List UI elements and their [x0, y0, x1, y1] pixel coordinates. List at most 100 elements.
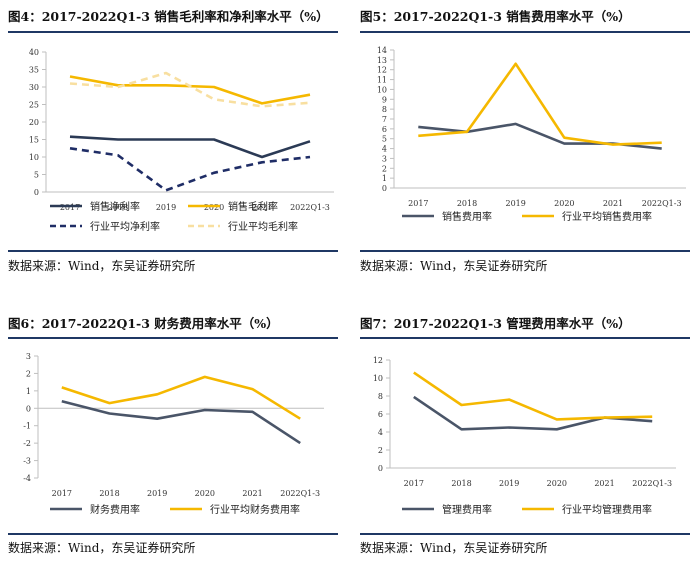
y-tick-label: 7 [382, 115, 387, 124]
y-tick-label: 1 [382, 174, 387, 183]
x-tick-label: 2022Q1-3 [642, 199, 682, 208]
series-line-2 [418, 62, 662, 146]
series-line-4 [69, 71, 311, 108]
series-line-2 [61, 375, 301, 420]
x-tick-label: 2018 [451, 479, 471, 488]
y-tick-label: 12 [377, 66, 387, 75]
x-tick-label: 2019 [147, 489, 167, 498]
x-tick-label: 2021 [603, 199, 623, 208]
y-tick-label: 3 [382, 154, 387, 163]
legend-label: 行业平均财务费用率 [210, 503, 300, 516]
x-tick-label: 2021 [594, 479, 614, 488]
x-tick-label: 2017 [404, 479, 424, 488]
series-line-1 [61, 400, 301, 445]
y-tick-label: 2 [26, 369, 31, 378]
figure-6-title: 图6：2017-2022Q1-3 财务费用率水平（%） [8, 316, 279, 331]
y-tick-label: 30 [29, 83, 39, 92]
x-tick-label: 2020 [195, 489, 215, 498]
figure-4-source: 数据来源：Wind，东吴证券研究所 [8, 259, 196, 273]
series-line-1 [413, 395, 653, 431]
y-tick-label: 0 [26, 404, 31, 413]
y-tick-label: 10 [377, 85, 387, 94]
x-tick-label: 2020 [204, 203, 224, 212]
y-tick-label: 5 [382, 135, 387, 144]
y-tick-label: 2 [382, 164, 387, 173]
y-tick-label: 0 [382, 184, 387, 193]
figure-7-title: 图7：2017-2022Q1-3 管理费用率水平（%） [360, 316, 631, 331]
series-line-3 [69, 147, 311, 192]
x-tick-label: 2020 [554, 199, 574, 208]
series-line-2 [413, 371, 653, 421]
series-line-1 [69, 135, 311, 159]
y-tick-label: 5 [34, 171, 39, 180]
figure-4-panel: 图4：2017-2022Q1-3 销售毛利率和净利率水平（%） 0 5 10 15 20… [8, 6, 344, 276]
legend-label: 行业平均销售费用率 [562, 210, 652, 223]
x-tick-label: 2018 [457, 199, 477, 208]
legend-label: 销售毛利率 [228, 200, 278, 213]
y-tick-label: 6 [382, 125, 387, 134]
x-tick-label: 2022Q1-3 [632, 479, 672, 488]
figure-4-title: 图4：2017-2022Q1-3 销售毛利率和净利率水平（%） [8, 9, 329, 24]
x-tick-label: 2019 [156, 203, 176, 212]
x-tick-label: 2022Q1-3 [280, 489, 320, 498]
figure-7-bottom-rule [360, 533, 690, 535]
figure-7-panel: 图7：2017-2022Q1-3 管理费用率水平（%） 0 2 4 6 8 10 12 201… [360, 313, 696, 563]
x-tick-label: 2020 [547, 479, 567, 488]
figure-7-source: 数据来源：Wind，东吴证券研究所 [360, 541, 548, 555]
x-tick-label: 2019 [499, 479, 519, 488]
y-tick-label: 10 [373, 374, 383, 383]
legend-label: 销售净利率 [90, 200, 140, 213]
figure-5-source: 数据来源：Wind，东吴证券研究所 [360, 259, 548, 273]
x-tick-label: 2018 [108, 203, 128, 212]
y-tick-label: 0 [378, 464, 383, 473]
figure-4-bottom-rule [8, 250, 338, 252]
x-tick-label: 2018 [99, 489, 119, 498]
x-tick-label: 2017 [60, 203, 80, 212]
y-tick-label: 25 [29, 101, 39, 110]
y-tick-label: -3 [23, 457, 31, 466]
y-tick-label: 8 [378, 392, 383, 401]
figure-6-panel: 图6：2017-2022Q1-3 财务费用率水平（%） -4 -3 -2 -1 0 1 2 3… [8, 313, 344, 563]
y-tick-label: 40 [29, 48, 39, 57]
y-tick-label: 1 [26, 387, 31, 396]
figure-6-chart: -4 -3 -2 -1 0 1 2 3 2017 2018 2019 2020 2021 2022Q1-3… [23, 352, 324, 516]
y-tick-label: 4 [382, 145, 387, 154]
x-tick-label: 2021 [252, 203, 272, 212]
y-tick-label: 8 [382, 105, 387, 114]
y-tick-label: 2 [378, 446, 383, 455]
legend-label: 行业平均毛利率 [228, 220, 298, 233]
figure-5-title: 图5：2017-2022Q1-3 销售费用率水平（%） [360, 9, 631, 24]
figure-6-rule [8, 337, 338, 339]
figure-4-chart: 0 5 10 15 20 25 30 35 40 2017 2018 2019 2020 2021 2022… [29, 48, 334, 233]
legend-label: 行业平均净利率 [90, 220, 160, 233]
x-tick-label: 2019 [505, 199, 525, 208]
figure-7-chart: 0 2 4 6 8 10 12 2017 2018 2019 2020 2021 2022Q1-3 管理费… [373, 356, 676, 516]
figure-5-bottom-rule [360, 250, 690, 252]
y-tick-label: 35 [29, 66, 39, 75]
y-tick-label: 11 [377, 76, 387, 85]
y-tick-label: 14 [377, 46, 387, 55]
y-tick-label: 0 [34, 188, 39, 197]
figure-6-source: 数据来源：Wind，东吴证券研究所 [8, 541, 196, 555]
y-tick-label: 10 [29, 153, 39, 162]
legend-label: 行业平均管理费用率 [562, 503, 652, 516]
y-tick-label: 15 [29, 136, 39, 145]
figure-5-rule [360, 31, 690, 33]
series-line-2 [69, 75, 311, 105]
y-tick-label: 20 [29, 118, 39, 127]
x-tick-label: 2017 [408, 199, 428, 208]
y-tick-label: 6 [378, 410, 383, 419]
y-tick-label: 4 [378, 428, 383, 437]
y-tick-label: 12 [373, 356, 383, 365]
y-tick-label: -1 [23, 422, 31, 431]
figure-5-panel: 图5：2017-2022Q1-3 销售费用率水平（%） 0 1 2 3 4 5 6 7 8 9 10… [360, 6, 696, 276]
y-tick-label: 3 [26, 352, 31, 361]
x-tick-label: 2017 [52, 489, 72, 498]
legend-label: 销售费用率 [442, 210, 492, 223]
y-tick-label: 9 [382, 95, 387, 104]
x-tick-label: 2022Q1-3 [290, 203, 330, 212]
y-tick-label: 13 [377, 56, 387, 65]
y-tick-label: -4 [23, 474, 31, 483]
legend-label: 财务费用率 [90, 503, 140, 516]
